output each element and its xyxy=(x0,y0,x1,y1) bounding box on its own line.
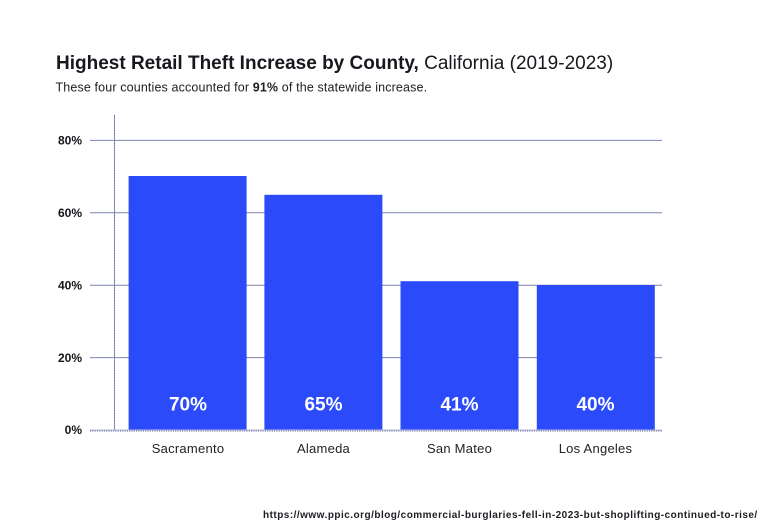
svg-text:40%: 40% xyxy=(576,395,614,416)
svg-text:https://www.ppic.org/blog/comm: https://www.ppic.org/blog/commercial-bur… xyxy=(263,510,758,521)
svg-text:0%: 0% xyxy=(65,423,83,437)
svg-text:Highest Retail Theft Increase: Highest Retail Theft Increase by County,… xyxy=(56,53,613,74)
svg-text:Alameda: Alameda xyxy=(297,441,351,456)
svg-text:These four counties accounted: These four counties accounted for 91% of… xyxy=(56,81,428,95)
svg-text:20%: 20% xyxy=(58,351,82,365)
svg-text:80%: 80% xyxy=(58,134,82,148)
svg-text:Sacramento: Sacramento xyxy=(152,441,225,456)
svg-text:70%: 70% xyxy=(169,395,207,416)
svg-text:San Mateo: San Mateo xyxy=(427,441,492,456)
svg-text:60%: 60% xyxy=(58,206,82,220)
svg-text:65%: 65% xyxy=(304,395,342,416)
svg-text:40%: 40% xyxy=(58,278,82,292)
svg-text:Los Angeles: Los Angeles xyxy=(559,441,633,456)
svg-text:41%: 41% xyxy=(440,395,478,416)
